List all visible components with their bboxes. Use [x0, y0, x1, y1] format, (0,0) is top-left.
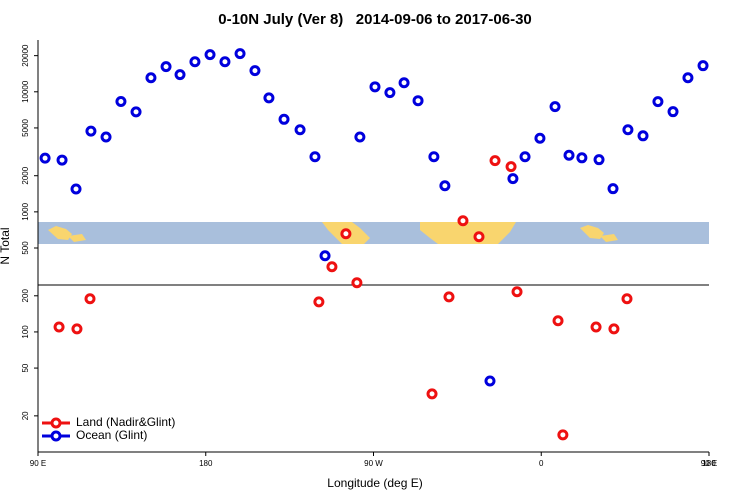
point	[697, 60, 709, 72]
point	[369, 81, 381, 93]
y-axis-label: N Total	[0, 227, 12, 264]
point	[115, 96, 127, 108]
point	[130, 106, 142, 118]
point	[576, 152, 588, 164]
point	[511, 286, 523, 298]
point	[608, 323, 620, 335]
point	[484, 375, 496, 387]
point	[53, 321, 65, 333]
point	[326, 261, 338, 273]
x-tick-label: 90 W	[364, 459, 383, 468]
point	[443, 291, 455, 303]
point	[549, 101, 561, 113]
point	[473, 231, 485, 243]
legend-marker	[50, 430, 62, 442]
point	[563, 149, 575, 161]
point	[667, 106, 679, 118]
point	[85, 125, 97, 137]
point	[519, 151, 531, 163]
point	[174, 69, 186, 81]
point	[682, 72, 694, 84]
point	[652, 96, 664, 108]
point	[593, 154, 605, 166]
point	[637, 130, 649, 142]
point	[278, 113, 290, 125]
x-tick-label: 0	[539, 459, 544, 468]
y-tick-label: 50	[21, 363, 30, 372]
x-tick-label: 90 E	[30, 459, 46, 468]
y-tick-label: 500	[21, 241, 30, 255]
point	[234, 48, 246, 60]
point	[319, 250, 331, 262]
point	[160, 61, 172, 73]
point	[351, 277, 363, 289]
point	[489, 155, 501, 167]
point	[249, 65, 261, 77]
y-tick-label: 20	[21, 411, 30, 420]
y-tick-label: 100	[21, 325, 30, 339]
point	[189, 56, 201, 68]
y-tick-label: 10000	[21, 80, 30, 103]
point	[552, 315, 564, 327]
y-tick-label: 20000	[21, 44, 30, 67]
point	[426, 388, 438, 400]
map-strip	[38, 222, 709, 244]
point	[557, 429, 569, 441]
point	[313, 296, 325, 308]
point	[84, 293, 96, 305]
point	[263, 92, 275, 104]
point	[145, 72, 157, 84]
point	[534, 132, 546, 144]
legend-label: Land (Nadir&Glint)	[76, 415, 175, 429]
point	[622, 124, 634, 136]
point	[219, 56, 231, 68]
x-axis-label: Longitude (deg E)	[327, 476, 422, 490]
legend-label: Ocean (Glint)	[76, 428, 147, 442]
point	[56, 154, 68, 166]
point	[428, 151, 440, 163]
point	[507, 173, 519, 185]
y-tick-label: 1000	[21, 202, 30, 220]
point	[204, 49, 216, 61]
point	[621, 293, 633, 305]
point	[457, 215, 469, 227]
point	[309, 151, 321, 163]
x-tick-label: 180	[199, 459, 213, 468]
point	[505, 161, 517, 173]
point	[412, 95, 424, 107]
point	[354, 131, 366, 143]
point	[398, 77, 410, 89]
point	[607, 183, 619, 195]
y-tick-label: 200	[21, 289, 30, 303]
point	[590, 321, 602, 333]
point	[71, 323, 83, 335]
x-tick-label: 90 E	[701, 459, 717, 468]
x-tick-label: 180	[702, 459, 716, 468]
point	[294, 124, 306, 136]
point	[70, 183, 82, 195]
legend-marker	[50, 417, 62, 429]
point	[340, 228, 352, 240]
y-tick-label: 5000	[21, 118, 30, 136]
chart-title: 0-10N July (Ver 8) 2014-09-06 to 2017-06…	[218, 11, 532, 28]
point	[100, 131, 112, 143]
point	[39, 152, 51, 164]
point	[384, 87, 396, 99]
y-tick-label: 2000	[21, 166, 30, 184]
point	[439, 180, 451, 192]
